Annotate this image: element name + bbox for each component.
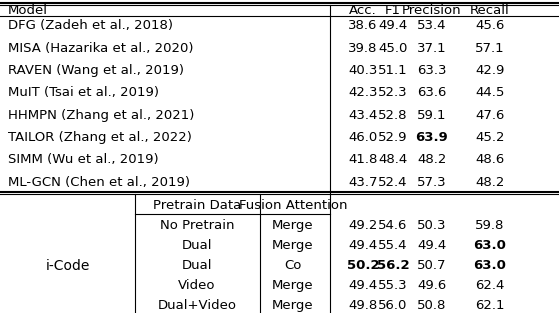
Text: Co: Co	[285, 259, 302, 272]
Text: RAVEN (Wang et al., 2019): RAVEN (Wang et al., 2019)	[8, 64, 184, 77]
Text: Recall: Recall	[470, 4, 510, 18]
Text: TAILOR (Zhang et al., 2022): TAILOR (Zhang et al., 2022)	[8, 131, 192, 144]
Text: 38.6: 38.6	[348, 19, 378, 32]
Text: 41.8: 41.8	[348, 153, 378, 166]
Text: 49.4: 49.4	[348, 239, 378, 252]
Text: 57.1: 57.1	[475, 42, 505, 55]
Text: HHMPN (Zhang et al., 2021): HHMPN (Zhang et al., 2021)	[8, 109, 195, 122]
Text: Pretrain Data: Pretrain Data	[153, 198, 241, 212]
Text: 48.4: 48.4	[378, 153, 408, 166]
Text: 43.7: 43.7	[348, 176, 378, 189]
Text: 63.6: 63.6	[418, 86, 447, 99]
Text: 62.4: 62.4	[475, 279, 505, 292]
Text: F1: F1	[385, 4, 401, 18]
Text: 55.3: 55.3	[378, 279, 408, 292]
Text: 63.9: 63.9	[416, 131, 448, 144]
Text: 50.8: 50.8	[418, 299, 447, 312]
Text: Merge: Merge	[272, 219, 314, 232]
Text: ML-GCN (Chen et al., 2019): ML-GCN (Chen et al., 2019)	[8, 176, 190, 189]
Text: MISA (Hazarika et al., 2020): MISA (Hazarika et al., 2020)	[8, 42, 193, 55]
Text: 49.2: 49.2	[348, 219, 378, 232]
Text: Acc.: Acc.	[349, 4, 377, 18]
Text: 49.8: 49.8	[348, 299, 378, 312]
Text: 52.9: 52.9	[378, 131, 408, 144]
Text: Precision: Precision	[402, 4, 462, 18]
Text: Dual: Dual	[182, 259, 212, 272]
Text: 44.5: 44.5	[475, 86, 505, 99]
Text: 52.3: 52.3	[378, 86, 408, 99]
Text: 45.0: 45.0	[378, 42, 408, 55]
Text: MuIT (Tsai et al., 2019): MuIT (Tsai et al., 2019)	[8, 86, 159, 99]
Text: 50.2: 50.2	[347, 259, 380, 272]
Text: 55.4: 55.4	[378, 239, 408, 252]
Text: 40.3: 40.3	[348, 64, 378, 77]
Text: 48.2: 48.2	[418, 153, 447, 166]
Text: 45.2: 45.2	[475, 131, 505, 144]
Text: 62.1: 62.1	[475, 299, 505, 312]
Text: 43.4: 43.4	[348, 109, 378, 122]
Text: Merge: Merge	[272, 239, 314, 252]
Text: Merge: Merge	[272, 299, 314, 312]
Text: SIMM (Wu et al., 2019): SIMM (Wu et al., 2019)	[8, 153, 159, 166]
Text: Video: Video	[178, 279, 216, 292]
Text: 63.0: 63.0	[473, 259, 506, 272]
Text: 46.0: 46.0	[348, 131, 378, 144]
Text: 45.6: 45.6	[475, 19, 505, 32]
Text: 57.3: 57.3	[417, 176, 447, 189]
Text: 56.0: 56.0	[378, 299, 408, 312]
Text: 59.1: 59.1	[417, 109, 447, 122]
Text: 49.4: 49.4	[348, 279, 378, 292]
Text: 51.1: 51.1	[378, 64, 408, 77]
Text: 48.6: 48.6	[475, 153, 505, 166]
Text: 63.0: 63.0	[473, 239, 506, 252]
Text: 50.3: 50.3	[417, 219, 447, 232]
Text: 39.8: 39.8	[348, 42, 378, 55]
Text: 47.6: 47.6	[475, 109, 505, 122]
Text: 42.3: 42.3	[348, 86, 378, 99]
Text: 63.3: 63.3	[417, 64, 447, 77]
Text: DFG (Zadeh et al., 2018): DFG (Zadeh et al., 2018)	[8, 19, 173, 32]
Text: 50.7: 50.7	[417, 259, 447, 272]
Text: i-Code: i-Code	[46, 259, 90, 273]
Text: 49.4: 49.4	[378, 19, 408, 32]
Text: 52.4: 52.4	[378, 176, 408, 189]
Text: 53.4: 53.4	[417, 19, 447, 32]
Text: Dual+Video: Dual+Video	[158, 299, 236, 312]
Text: 59.8: 59.8	[475, 219, 505, 232]
Text: 52.8: 52.8	[378, 109, 408, 122]
Text: 49.4: 49.4	[418, 239, 447, 252]
Text: 54.6: 54.6	[378, 219, 408, 232]
Text: No Pretrain: No Pretrain	[160, 219, 234, 232]
Text: 49.6: 49.6	[418, 279, 447, 292]
Text: 37.1: 37.1	[417, 42, 447, 55]
Text: 56.2: 56.2	[377, 259, 409, 272]
Text: 42.9: 42.9	[475, 64, 505, 77]
Text: Dual: Dual	[182, 239, 212, 252]
Text: Merge: Merge	[272, 279, 314, 292]
Text: Fusion Attention: Fusion Attention	[239, 198, 347, 212]
Text: 48.2: 48.2	[475, 176, 505, 189]
Text: Model: Model	[8, 4, 48, 18]
